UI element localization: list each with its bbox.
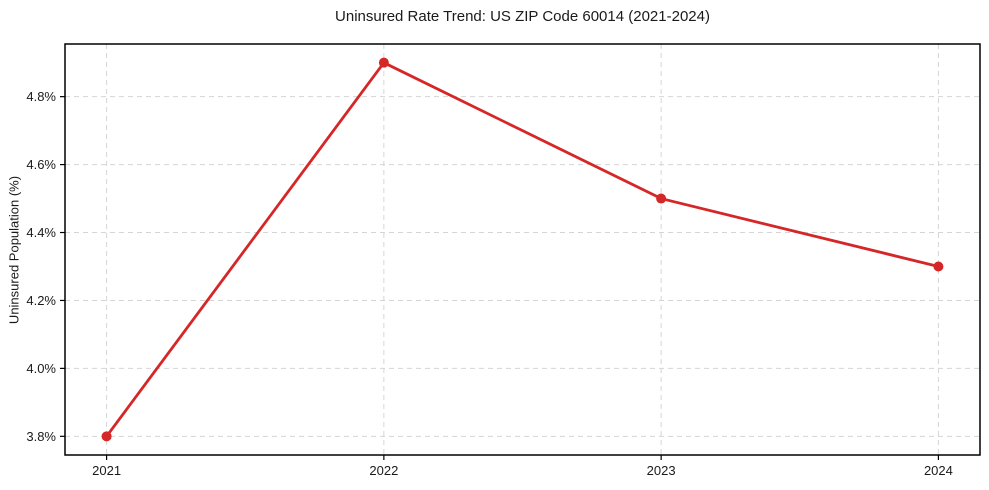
- y-tick-label: 3.8%: [26, 429, 56, 444]
- y-tick-label: 4.2%: [26, 293, 56, 308]
- y-tick-label: 4.4%: [26, 225, 56, 240]
- data-point-marker: [101, 431, 112, 442]
- trend-line: [105, 61, 940, 438]
- data-point-marker: [656, 193, 667, 204]
- x-tick-label: 2023: [647, 463, 676, 478]
- x-tick-label: 2024: [924, 463, 953, 478]
- chart-title: Uninsured Rate Trend: US ZIP Code 60014 …: [335, 8, 710, 25]
- x-tick-label: 2022: [369, 463, 398, 478]
- y-tick-label: 4.8%: [26, 89, 56, 104]
- y-tick-label: 4.6%: [26, 157, 56, 172]
- x-tick-label: 2021: [92, 463, 121, 478]
- data-point-marker: [933, 261, 944, 272]
- plot-border: [64, 43, 981, 456]
- data-point-marker: [378, 57, 389, 68]
- y-tick-label: 4.0%: [26, 361, 56, 376]
